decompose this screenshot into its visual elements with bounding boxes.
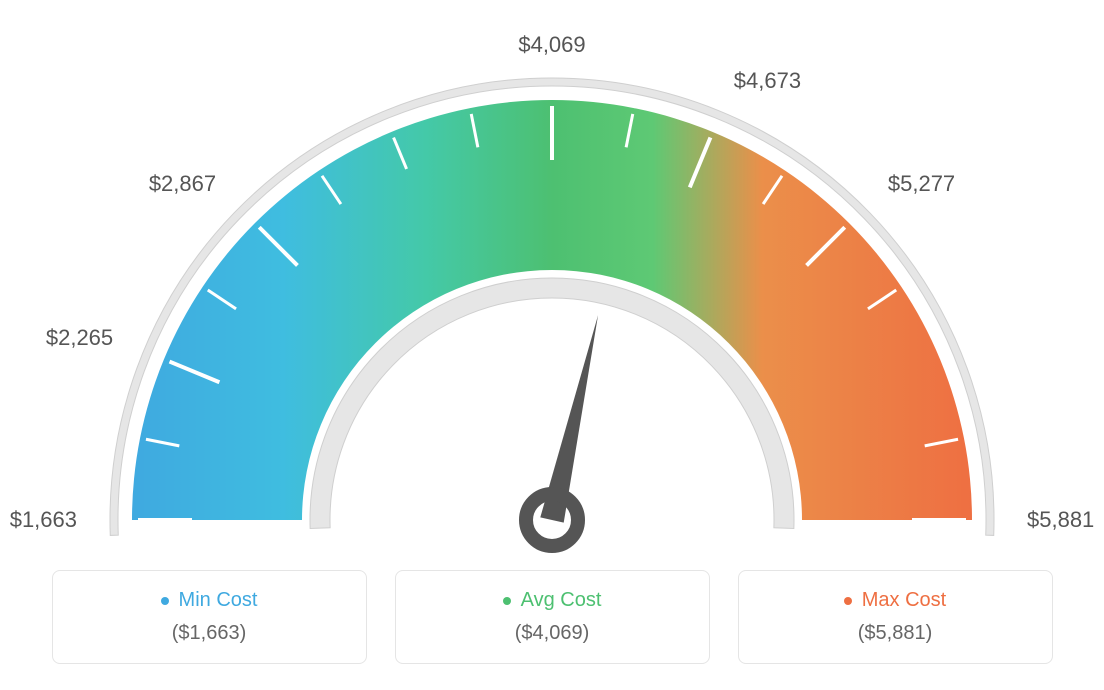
legend-title-max: Max Cost — [739, 589, 1052, 612]
legend-dot-min — [161, 597, 169, 605]
legend-dot-avg — [503, 597, 511, 605]
legend-card-max: Max Cost ($5,881) — [738, 570, 1053, 664]
legend-row: Min Cost ($1,663) Avg Cost ($4,069) Max … — [0, 570, 1104, 664]
legend-title-avg-text: Avg Cost — [521, 589, 602, 611]
legend-dot-max — [844, 597, 852, 605]
tick-label: $5,881 — [1027, 507, 1094, 533]
legend-title-avg: Avg Cost — [396, 589, 709, 612]
tick-label: $2,265 — [46, 325, 113, 351]
legend-value-max: ($5,881) — [739, 622, 1052, 645]
gauge-container: $1,663 $2,265 $2,867 $4,069 $4,673 $5,277 $5,8… — [0, 0, 1104, 560]
legend-card-min: Min Cost ($1,663) — [52, 570, 367, 664]
legend-value-min: ($1,663) — [53, 622, 366, 645]
tick-label: $5,277 — [888, 171, 955, 197]
legend-title-min: Min Cost — [53, 589, 366, 612]
tick-label: $2,867 — [149, 171, 216, 197]
legend-value-avg: ($4,069) — [396, 622, 709, 645]
tick-label: $4,673 — [734, 68, 801, 94]
tick-label: $1,663 — [10, 507, 77, 533]
legend-title-max-text: Max Cost — [862, 589, 946, 611]
tick-label: $4,069 — [518, 32, 585, 58]
legend-title-min-text: Min Cost — [179, 589, 258, 611]
legend-card-avg: Avg Cost ($4,069) — [395, 570, 710, 664]
gauge-graphics — [110, 78, 994, 546]
gauge-svg — [0, 0, 1104, 560]
